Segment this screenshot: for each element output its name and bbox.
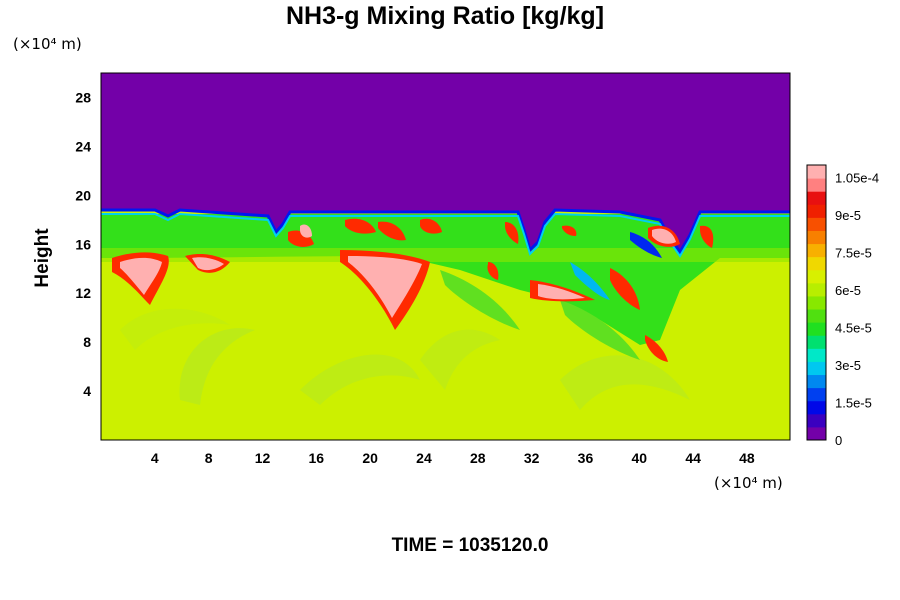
x-tick-labels: 4 8 12 16 20 24 28 32 36 40 44 48 (151, 450, 755, 466)
colorbar-swatch (807, 243, 826, 258)
inner-swirl (560, 300, 640, 360)
colorbar-label: 4.5e-5 (835, 321, 872, 336)
colorbar-label: 7.5e-5 (835, 246, 872, 261)
colorbar-label: 0 (835, 433, 842, 448)
colorbar-swatch (807, 217, 826, 231)
colorbar-swatch (807, 387, 826, 402)
colorbar-label: 1.05e-4 (835, 171, 879, 186)
colorbar-swatch (807, 256, 826, 271)
x-tick-label: 16 (309, 450, 325, 466)
x-tick-label: 4 (151, 450, 159, 466)
plot-frame (100, 72, 791, 441)
lower-swirl (560, 355, 690, 410)
colorbar-swatch (807, 426, 826, 441)
x-tick-label: 44 (685, 450, 701, 466)
colorbar-swatch (807, 295, 826, 310)
colorbar-labels: 0 1.5e-5 3e-5 4.5e-5 6e-5 7.5e-5 9e-5 1.05e-4 (835, 171, 879, 449)
y-tick-label: 20 (75, 187, 91, 203)
lower-swirl (300, 354, 420, 405)
colorbar-swatch (807, 335, 826, 349)
colorbar-label: 9e-5 (835, 208, 861, 223)
x-tick-label: 8 (205, 450, 213, 466)
y-tick-labels: 4 8 12 16 20 24 28 (75, 89, 91, 399)
colorbar-swatch (807, 400, 826, 415)
colorbar-label: 6e-5 (835, 283, 861, 298)
colorbar-label: 3e-5 (835, 358, 861, 373)
colorbar-swatch (807, 191, 826, 205)
colorbar-swatch (807, 178, 826, 192)
colorbar-swatch (807, 165, 826, 179)
y-tick-label: 12 (75, 285, 91, 301)
colorbar-swatch (807, 309, 826, 323)
transition-band-edge (101, 248, 790, 262)
x-tick-label: 40 (631, 450, 647, 466)
x-tick-label: 32 (524, 450, 540, 466)
colorbar-swatch (807, 348, 826, 362)
x-tick-label: 36 (578, 450, 594, 466)
x-tick-label: 12 (255, 450, 271, 466)
time-label: TIME = 1035120.0 (392, 535, 549, 556)
x-tick-label: 28 (470, 450, 486, 466)
transition-band (101, 214, 790, 345)
y-tick-label: 8 (83, 334, 91, 350)
colorbar-label: 1.5e-5 (835, 396, 872, 411)
colorbar-swatch (807, 374, 826, 389)
x-unit-label: (×10⁴ m) (714, 474, 783, 492)
colorbar-swatch (807, 282, 826, 297)
upper-edge (101, 208, 790, 255)
high-pockets (112, 218, 714, 362)
upper-layer (101, 73, 790, 252)
colorbar-swatch (807, 204, 826, 218)
x-tick-label: 24 (416, 450, 432, 466)
upper-edge-cyan (101, 212, 790, 258)
colorbar-swatch (807, 269, 826, 284)
y-tick-label: 4 (83, 383, 91, 399)
blue-plume (630, 232, 662, 258)
blue-plume (570, 262, 610, 300)
y-axis-label: Height (32, 228, 53, 288)
y-tick-label: 28 (75, 89, 91, 105)
inner-swirl (440, 270, 520, 330)
y-tick-label: 24 (75, 138, 91, 154)
lower-swirl (179, 328, 255, 405)
colorbar-frame (806, 164, 827, 441)
colorbar-swatch (807, 413, 826, 428)
colorbar-swatch (807, 322, 826, 336)
plot-area (101, 73, 790, 440)
colorbar-swatch (807, 230, 826, 245)
lower-swirl (420, 329, 500, 390)
colorbar (807, 165, 826, 441)
x-tick-label: 20 (362, 450, 378, 466)
y-unit-label: (×10⁴ m) (13, 35, 82, 53)
lower-swirl (120, 308, 230, 350)
colorbar-swatch (807, 361, 826, 376)
y-tick-label: 16 (75, 236, 91, 252)
chart-title: NH3-g Mixing Ratio [kg/kg] (286, 2, 604, 30)
x-tick-label: 48 (739, 450, 755, 466)
